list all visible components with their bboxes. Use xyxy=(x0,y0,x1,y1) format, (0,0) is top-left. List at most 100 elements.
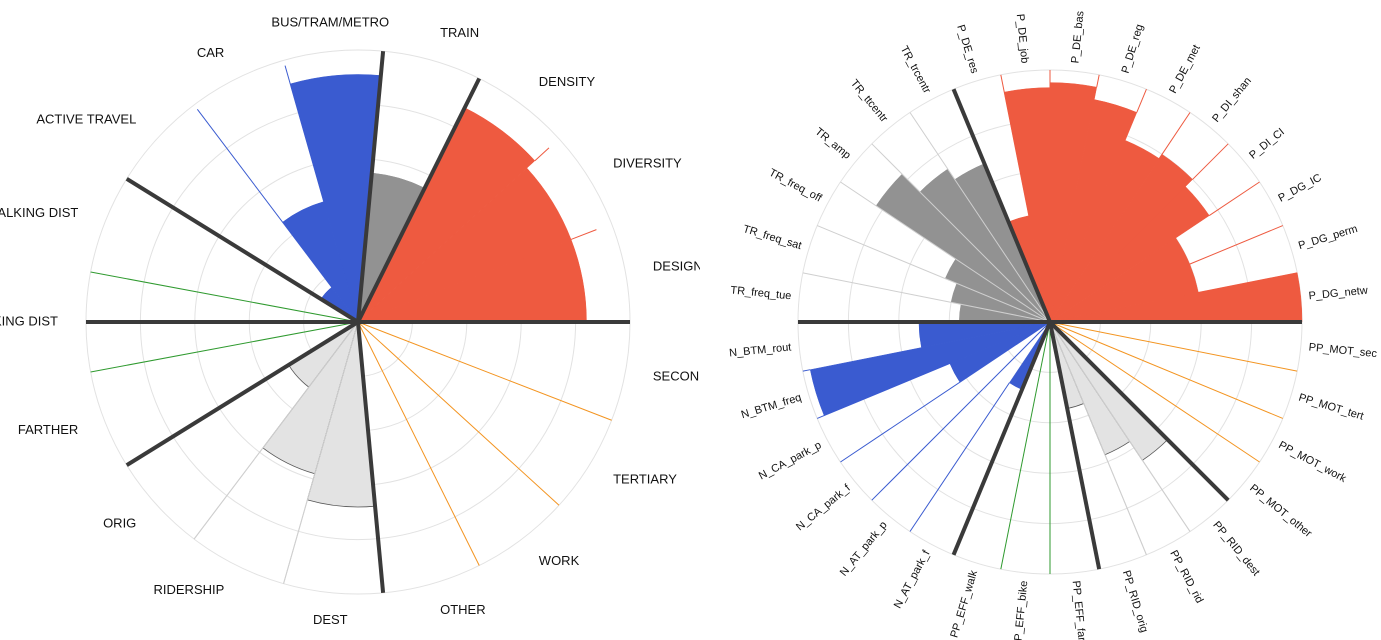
sector-pp-rid-rid-edge-1 xyxy=(1049,321,1147,556)
sector-tr-freq-sat-edge xyxy=(816,225,1051,323)
label-p-di-ci: P_DI_CI xyxy=(1247,126,1287,162)
sectors xyxy=(90,65,612,593)
sector-pp-mot-work-ref-ray xyxy=(1049,321,1260,463)
separator-3 xyxy=(951,321,1052,556)
sector-tertiary-ref-ray xyxy=(357,321,560,506)
separator-5 xyxy=(356,321,386,594)
separator-1 xyxy=(951,88,1052,323)
label-farther: FARTHER xyxy=(18,422,78,437)
label-p-dg-netw: P_DG_netw xyxy=(1308,285,1368,303)
label-n-at-park-p: N_AT_park_p xyxy=(838,519,890,578)
sector-p-de-res-ref-ray xyxy=(1000,74,1030,216)
label-n-btm-freq: N_BTM_freq xyxy=(740,392,803,422)
sector-n-btm-freq-ref-ray xyxy=(802,369,811,372)
sector-car-ref-ray xyxy=(284,65,325,202)
label-pp-rid-dest: PP_RID_dest xyxy=(1210,519,1262,578)
sector-dest-edge-1 xyxy=(283,321,359,584)
label-tr-ttcentr: TR_ttcentr xyxy=(848,77,890,125)
sector-biking-dist xyxy=(90,271,359,323)
sectors xyxy=(798,70,1303,574)
sector-n-ca-park-f xyxy=(840,321,1051,463)
label-pp-mot-tert: PP_MOT_tert xyxy=(1297,392,1365,423)
sector-p-de-reg-ref-ray xyxy=(1136,88,1147,113)
sector-density-ref-ray xyxy=(534,147,550,162)
sector-pp-rid-orig xyxy=(1049,321,1147,570)
label-pp-mot-sec: PP_MOT_sec xyxy=(1308,341,1378,360)
sector-active-travel-ref-ray xyxy=(196,108,333,288)
sector-secondary xyxy=(357,321,612,421)
group-separators xyxy=(798,88,1302,570)
sector-ridership-edge-1 xyxy=(193,321,359,540)
label-pp-eff-walk: PP_EFF_walk xyxy=(948,569,980,640)
label-work: WORK xyxy=(539,553,580,568)
label-p-dg-ic: P_DG_IC xyxy=(1276,172,1323,205)
label-pp-mot-work: PP_MOT_work xyxy=(1277,439,1349,485)
label-p-dg-perm: P_DG_perm xyxy=(1297,223,1359,252)
sector-n-ca-park-f-ref-ray xyxy=(840,321,1051,463)
sector-p-di-ci-ref-ray xyxy=(1208,181,1260,217)
sector-pp-eff-bike-ref-ray xyxy=(1000,321,1051,570)
separator-1 xyxy=(356,77,482,323)
label-tr-freq-tue: TR_freq_tue xyxy=(730,284,792,302)
label-active-travel: ACTIVE TRAVEL xyxy=(36,111,136,126)
separator-3 xyxy=(125,177,360,324)
label-p-di-shan: P_DI_shan xyxy=(1210,75,1254,125)
label-other: OTHER xyxy=(440,602,486,617)
separator-4 xyxy=(1048,321,1102,570)
label-ridership: RIDERSHIP xyxy=(154,582,225,597)
label-car: CAR xyxy=(197,45,224,60)
label-bus-tram-metro: BUS/TRAM/METRO xyxy=(271,15,389,30)
sector-pp-rid-dest-edge-1 xyxy=(1049,321,1191,532)
label-design: DESIGN xyxy=(653,258,700,273)
label-p-de-met: P_DE_met xyxy=(1167,43,1203,96)
sector-n-at-park-p-ref-ray xyxy=(871,321,1051,501)
label-p-de-reg: P_DE_reg xyxy=(1120,23,1146,75)
label-orig: ORIG xyxy=(103,516,136,531)
sector-farther-ref-ray xyxy=(90,321,359,373)
label-p-de-bas: P_DE_bas xyxy=(1069,10,1086,64)
label-n-at-park-f: N_AT_park_f xyxy=(892,548,933,611)
label-pp-rid-rid: PP_RID_rid xyxy=(1167,548,1205,605)
sector-tr-amp-edge xyxy=(871,143,1051,323)
label-tr-freq-sat: TR_freq_sat xyxy=(742,223,803,252)
sector-work xyxy=(357,321,480,566)
sector-pp-mot-tert xyxy=(1049,321,1284,419)
label-tr-trcentr: TR_trcentr xyxy=(898,44,933,96)
sector-p-de-met-ref-ray xyxy=(1158,112,1191,159)
sector-farther xyxy=(90,321,359,373)
label-n-ca-park-p: N_CA_park_p xyxy=(757,439,824,482)
sector-diversity-ref-ray xyxy=(570,229,597,240)
sector-n-ca-park-p-ref-ray xyxy=(816,363,951,419)
label-biking-dist: BIKING DIST xyxy=(0,313,58,328)
label-train: TRAIN xyxy=(440,25,479,40)
label-p-de-res: P_DE_res xyxy=(954,23,980,75)
sector-tertiary xyxy=(357,321,560,506)
sector-p-de-bas-ref-ray xyxy=(1096,74,1100,88)
sector-p-di-shan-ref-ray xyxy=(1192,143,1229,180)
label-dest: DEST xyxy=(313,612,348,627)
sector-biking-dist-ref-ray xyxy=(90,271,359,323)
sector-n-at-park-f-ref-ray xyxy=(909,382,1010,532)
sector-p-dg-ic-ref-ray xyxy=(1189,225,1284,265)
sector-pp-mot-sec-ref-ray xyxy=(1049,321,1298,372)
label-tr-freq-off: TR_freq_off xyxy=(767,167,825,205)
sector-tr-freq-tue xyxy=(802,272,1051,323)
label-diversity: DIVERSITY xyxy=(613,156,682,171)
sector-pp-mot-sec xyxy=(1049,321,1298,372)
sector-work-ref-ray xyxy=(357,321,480,566)
sector-tr-ttcentr-edge xyxy=(909,112,1051,323)
polar-chart-aggregate: DESIGN DIVERSITY DENSITY TRAIN BUS/TRAM/METR… xyxy=(0,15,700,627)
label-walking-dist: WALKING DIST xyxy=(0,205,78,220)
label-p-de-job: P_DE_job xyxy=(1014,13,1031,63)
sector-secondary-ref-ray xyxy=(357,321,612,421)
label-n-ca-park-f: N_CA_park_f xyxy=(794,482,853,534)
sector-pp-mot-work xyxy=(1049,321,1260,463)
sector-tr-freq-tue-edge xyxy=(802,272,1051,323)
label-pp-rid-orig: PP_RID_orig xyxy=(1120,569,1150,634)
label-secondary: SECONDARY xyxy=(653,369,700,384)
label-pp-eff-bike: PP_EFF_bike xyxy=(1012,580,1031,640)
label-n-btm-rout: N_BTM_rout xyxy=(729,341,792,359)
sector-n-at-park-p xyxy=(871,321,1051,501)
sector-pp-eff-bike xyxy=(1000,321,1051,570)
